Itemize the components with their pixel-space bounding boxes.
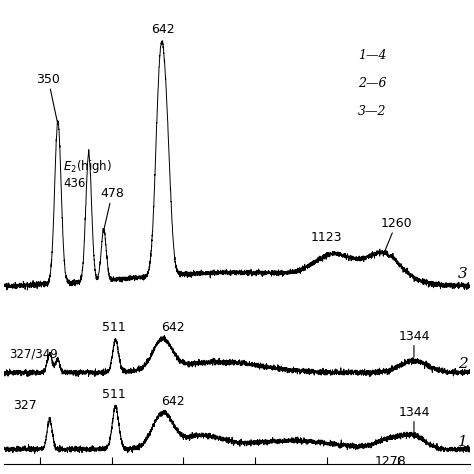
Text: 511: 511 — [102, 388, 126, 401]
Text: 642: 642 — [161, 321, 185, 334]
Text: 327: 327 — [13, 400, 36, 412]
Text: 1260: 1260 — [380, 217, 412, 254]
Text: 2—6: 2—6 — [358, 77, 387, 90]
Text: 2: 2 — [458, 357, 468, 371]
Text: 1344: 1344 — [398, 330, 430, 357]
Text: 3: 3 — [458, 267, 468, 281]
Text: 1278: 1278 — [374, 455, 406, 468]
Text: 642: 642 — [151, 23, 174, 36]
Text: 511: 511 — [102, 321, 126, 335]
Text: 3—2: 3—2 — [358, 105, 387, 118]
Text: 1—4: 1—4 — [358, 49, 387, 63]
Text: 642: 642 — [161, 395, 185, 408]
Text: 1123: 1123 — [311, 231, 342, 244]
Text: 327/349: 327/349 — [9, 348, 58, 361]
Text: 350: 350 — [36, 73, 60, 125]
Text: 478: 478 — [100, 187, 124, 230]
Text: 1: 1 — [458, 435, 468, 449]
Text: 1344: 1344 — [398, 406, 430, 435]
Text: $E_2$(high)
436: $E_2$(high) 436 — [63, 150, 112, 191]
